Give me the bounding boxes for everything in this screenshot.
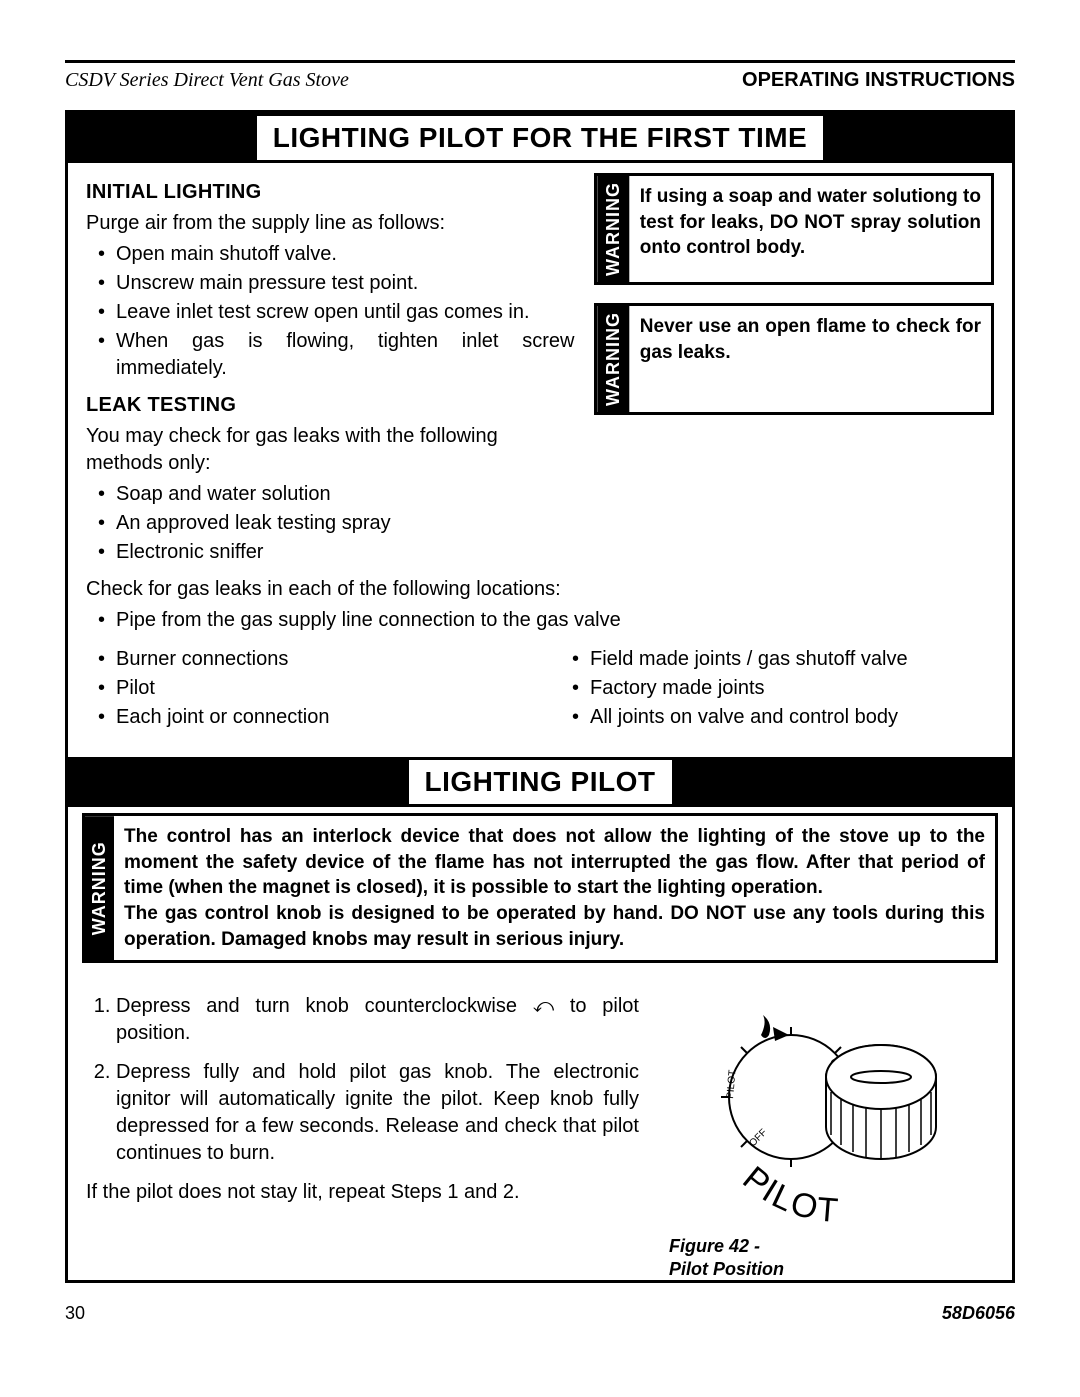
warning-text: Never use an open flame to check for gas… [630, 306, 991, 412]
warning-text: If using a soap and water solutiong to t… [630, 176, 991, 282]
step-1: Depress and turn knob counterclockwise ⤺… [116, 993, 639, 1047]
doc-number: 58D6056 [942, 1303, 1015, 1324]
list-item: Pipe from the gas supply line connection… [116, 607, 994, 634]
list-item: Burner connections [116, 646, 520, 673]
steps-column: Depress and turn knob counterclockwise ⤺… [86, 987, 639, 1280]
warning-soap-water: WARNING If using a soap and water soluti… [594, 173, 994, 285]
figure-caption-line2: Pilot Position [669, 1259, 784, 1279]
locations-right-list: Field made joints / gas shutoff valve Fa… [560, 644, 994, 733]
list-item: When gas is flowing, tighten inlet screw… [116, 328, 574, 382]
figure-caption: Figure 42 - Pilot Position [669, 1235, 784, 1280]
heading-initial-lighting: INITIAL LIGHTING [86, 179, 574, 206]
section-first-time: INITIAL LIGHTING Purge air from the supp… [68, 163, 1012, 757]
locations-intro: Check for gas leaks in each of the follo… [86, 576, 994, 603]
pilot-big-label: PILOT [736, 1159, 842, 1227]
column-left: INITIAL LIGHTING Purge air from the supp… [86, 173, 574, 576]
warning-interlock: WARNING The control has an interlock dev… [82, 813, 998, 963]
list-item: Unscrew main pressure test point. [116, 270, 574, 297]
list-item: Factory made joints [590, 675, 994, 702]
steps-after: If the pilot does not stay lit, repeat S… [86, 1179, 639, 1206]
leak-methods-list: Soap and water solution An approved leak… [86, 481, 574, 566]
banner-lighting-first-time: LIGHTING PILOT FOR THE FIRST TIME [68, 113, 1012, 163]
step-2: Depress fully and hold pilot gas knob. T… [116, 1059, 639, 1167]
initial-intro: Purge air from the supply line as follow… [86, 210, 574, 237]
leak-intro: You may check for gas leaks with the fol… [86, 423, 574, 477]
header-product: CSDV Series Direct Vent Gas Stove [65, 69, 349, 92]
figure-caption-line1: Figure 42 - [669, 1236, 760, 1256]
warning-para-1: The control has an interlock device that… [124, 824, 985, 901]
banner-lighting-pilot: LIGHTING PILOT [68, 757, 1012, 807]
list-item: Electronic sniffer [116, 539, 574, 566]
figure-column: ON PILOT OFF [649, 987, 994, 1280]
locations-columns: Burner connections Pilot Each joint or c… [86, 644, 994, 743]
page-number: 30 [65, 1303, 85, 1324]
warning-open-flame: WARNING Never use an open flame to check… [594, 303, 994, 415]
lighting-pilot-body: Depress and turn knob counterclockwise ⤺… [68, 977, 1012, 1280]
warning-label: WARNING [597, 306, 629, 412]
locations-top-list: Pipe from the gas supply line connection… [86, 607, 994, 634]
footer: 30 58D6056 [65, 1303, 1015, 1324]
list-item: Each joint or connection [116, 704, 520, 731]
header-section: OPERATING INSTRUCTIONS [742, 69, 1015, 92]
top-rule [65, 60, 1015, 63]
warning-label: WARNING [597, 176, 629, 282]
pilot-knob-diagram: ON PILOT OFF [671, 1007, 971, 1227]
warning-text: The control has an interlock device that… [114, 816, 995, 960]
knob-body-icon [826, 1045, 936, 1159]
locations-left-list: Burner connections Pilot Each joint or c… [86, 644, 520, 733]
column-right: WARNING If using a soap and water soluti… [594, 173, 994, 576]
running-header: CSDV Series Direct Vent Gas Stove OPERAT… [65, 69, 1015, 92]
dial-label-pilot: PILOT [726, 1070, 739, 1100]
heading-leak-testing: LEAK TESTING [86, 392, 574, 419]
banner-text: LIGHTING PILOT FOR THE FIRST TIME [257, 116, 823, 160]
list-item: Soap and water solution [116, 481, 574, 508]
list-item: Leave inlet test screw open until gas co… [116, 299, 574, 326]
warning-para-2: The gas control knob is designed to be o… [124, 901, 985, 952]
list-item: All joints on valve and control body [590, 704, 994, 731]
dial-label-off: OFF [748, 1127, 770, 1149]
page-frame: LIGHTING PILOT FOR THE FIRST TIME INITIA… [65, 110, 1015, 1283]
list-item: An approved leak testing spray [116, 510, 574, 537]
list-item: Pilot [116, 675, 520, 702]
warning-label: WARNING [85, 816, 114, 960]
list-item: Field made joints / gas shutoff valve [590, 646, 994, 673]
list-item: Open main shutoff valve. [116, 241, 574, 268]
steps-list: Depress and turn knob counterclockwise ⤺… [86, 993, 639, 1167]
initial-steps-list: Open main shutoff valve. Unscrew main pr… [86, 241, 574, 382]
banner-text: LIGHTING PILOT [409, 760, 672, 804]
